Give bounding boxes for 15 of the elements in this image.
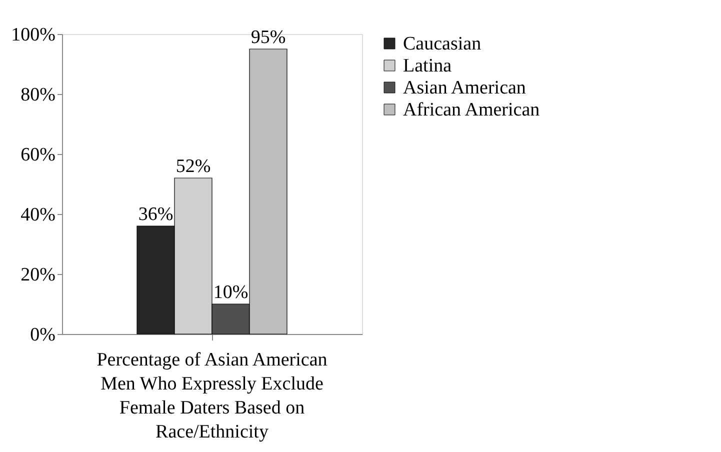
text: 10%	[213, 282, 248, 303]
text: 36%	[138, 204, 174, 225]
legend-label: Caucasian	[403, 34, 482, 54]
y-tick-label: 100%	[11, 24, 56, 46]
y-tick-label: 0%	[30, 324, 56, 346]
legend-label: Latina	[403, 56, 452, 76]
text: 52%	[176, 156, 211, 177]
y-tick-label: 20%	[20, 264, 56, 286]
y-tick-label: 60%	[20, 144, 56, 166]
text: 95%	[250, 27, 286, 48]
legend-label: African American	[403, 100, 540, 120]
y-tick-label: 40%	[20, 204, 56, 226]
y-tick-label: 80%	[20, 84, 56, 106]
legend-label: Asian American	[403, 78, 526, 98]
x-tick-label: Percentage of Asian American Men Who Expressly Exclude Female Daters Based on Race/Ethnicity	[96, 350, 328, 442]
